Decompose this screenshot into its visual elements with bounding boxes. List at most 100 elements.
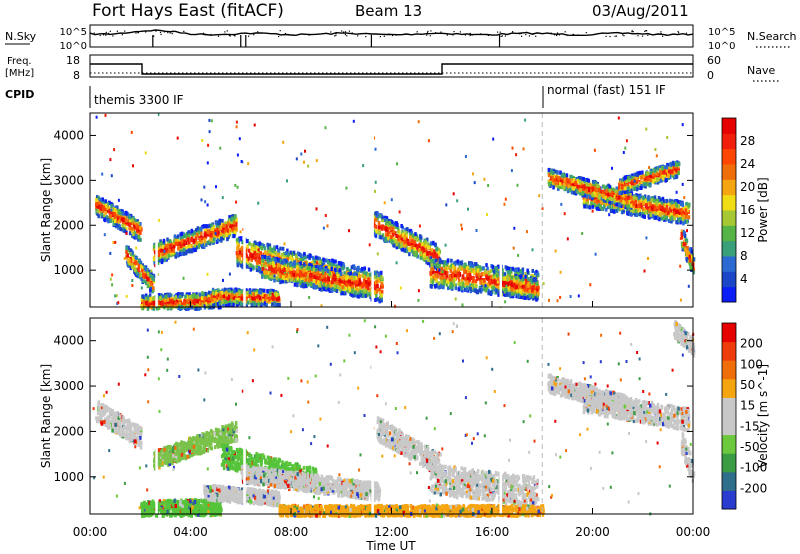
scatter-cell bbox=[404, 230, 408, 235]
scatter-cell bbox=[456, 267, 460, 272]
scatter-cell bbox=[464, 262, 467, 267]
scatter-cell bbox=[255, 246, 259, 250]
scatter-cell bbox=[312, 279, 315, 283]
scatter-cell bbox=[105, 208, 109, 213]
scatter-cell bbox=[469, 287, 472, 291]
nsearch-dot bbox=[550, 32, 552, 34]
nsearch-dot bbox=[284, 32, 286, 35]
scatter-cell bbox=[142, 303, 145, 308]
scatter-cell bbox=[326, 281, 329, 285]
scatter-cell bbox=[396, 245, 399, 250]
scatter-cell bbox=[232, 214, 235, 219]
nsearch-dot bbox=[440, 31, 442, 33]
scatter-cell bbox=[274, 251, 277, 255]
scatter-cell bbox=[273, 278, 276, 283]
scatter-cell bbox=[132, 232, 135, 237]
scatter-cell bbox=[331, 282, 335, 287]
scatter-cell bbox=[180, 235, 184, 240]
scatter-cell bbox=[374, 270, 377, 275]
scatter-cell bbox=[144, 267, 147, 272]
scatter-cell bbox=[435, 278, 438, 283]
scatter-cell bbox=[240, 263, 243, 268]
scatter-cell bbox=[253, 255, 256, 260]
scatter-cell bbox=[386, 232, 390, 237]
scatter-cell bbox=[258, 241, 262, 246]
nsearch-dot bbox=[479, 33, 482, 35]
scatter-cell bbox=[157, 293, 161, 297]
scatter-cell bbox=[126, 260, 129, 265]
scatter-cell bbox=[245, 239, 248, 244]
scatter-cell bbox=[116, 216, 119, 221]
scatter-cell bbox=[281, 246, 285, 251]
scatter-cell bbox=[259, 260, 262, 265]
nsearch-dots bbox=[93, 30, 691, 38]
scatter-cell bbox=[505, 275, 508, 280]
nsearch-dot bbox=[525, 34, 527, 36]
scatter-cell bbox=[268, 268, 271, 273]
scatter-cell bbox=[304, 260, 307, 265]
scatter-cell bbox=[225, 303, 228, 307]
scatter-cell bbox=[203, 239, 207, 244]
scatter-cell bbox=[198, 240, 201, 245]
scatter-cell bbox=[442, 285, 445, 290]
nsearch-dot bbox=[109, 30, 111, 32]
scatter-cell bbox=[233, 217, 236, 222]
nsearch-dot bbox=[662, 35, 664, 37]
scatter-cell bbox=[438, 263, 441, 268]
scatter-cell bbox=[145, 281, 148, 285]
scatter-cell bbox=[193, 243, 196, 248]
scatter-cell bbox=[236, 250, 239, 255]
scatter-cell bbox=[385, 219, 388, 223]
scatter-cell bbox=[179, 243, 183, 248]
scatter-cell bbox=[299, 266, 302, 271]
nsearch-dot bbox=[343, 31, 345, 33]
scatter-cell bbox=[223, 297, 226, 302]
scatter-cell bbox=[517, 267, 520, 272]
scatter-cell bbox=[262, 244, 266, 249]
nave-label: Nave bbox=[747, 64, 775, 77]
scatter-cell bbox=[296, 276, 299, 281]
scatter-cell bbox=[111, 209, 114, 214]
scatter-cell bbox=[202, 297, 205, 302]
scatter-cell bbox=[457, 286, 461, 291]
scatter-cell bbox=[288, 275, 292, 280]
scatter-cell bbox=[199, 306, 202, 311]
cpid-panel: CPID themis 3300 IF normal (fast) 151 IF bbox=[5, 83, 666, 108]
scatter-cell bbox=[136, 272, 139, 277]
scatter-cell bbox=[307, 282, 310, 287]
scatter-cell bbox=[259, 269, 262, 274]
scatter-cell bbox=[245, 247, 248, 251]
scatter-cell bbox=[161, 258, 164, 263]
nsearch-dot bbox=[395, 34, 397, 36]
scatter-cell bbox=[201, 243, 205, 248]
scatter-cell bbox=[309, 254, 312, 258]
scatter-cell bbox=[460, 261, 463, 266]
scatter-cell bbox=[474, 262, 477, 267]
scatter-cell bbox=[340, 280, 344, 285]
scatter-cell bbox=[134, 255, 138, 260]
scatter-cell bbox=[216, 238, 220, 243]
nsearch-dot bbox=[379, 36, 381, 38]
scatter-cell bbox=[468, 273, 472, 277]
scatter-cell bbox=[274, 258, 277, 263]
scatter-cell bbox=[306, 277, 309, 282]
scatter-cell bbox=[342, 275, 346, 280]
nsearch-dot bbox=[234, 35, 236, 37]
scatter-cell bbox=[176, 238, 180, 243]
scatter-cell bbox=[117, 209, 120, 213]
scatter-cell bbox=[112, 207, 115, 212]
scatter-cell bbox=[185, 234, 188, 239]
nsearch-dot bbox=[248, 35, 250, 37]
scatter-cell bbox=[425, 260, 428, 265]
scatter-cell bbox=[465, 285, 469, 290]
scatter-cell bbox=[142, 299, 145, 304]
nsearch-dot bbox=[150, 30, 152, 32]
scatter-cell bbox=[472, 283, 476, 288]
scatter-cell bbox=[355, 280, 359, 285]
scatter-cell bbox=[442, 263, 446, 268]
scatter-cell bbox=[383, 226, 386, 231]
scatter-cell bbox=[349, 277, 352, 282]
scatter-cell bbox=[306, 269, 309, 274]
scatter-cell bbox=[410, 235, 413, 240]
scatter-cell bbox=[197, 243, 201, 248]
